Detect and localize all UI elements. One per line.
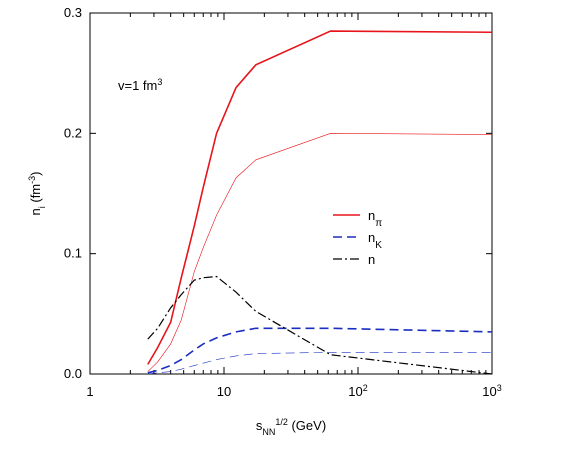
- x-tick-label: 103: [482, 383, 501, 399]
- series-line: [147, 327, 493, 374]
- x-tick-label-base: 10: [482, 384, 496, 399]
- series-line: [147, 30, 493, 365]
- legend-label: nπ: [368, 208, 382, 229]
- legend-name: n: [368, 252, 375, 267]
- legend-name: n: [368, 230, 375, 245]
- x-axis-label-part: 1/2: [275, 417, 288, 427]
- x-tick-label: 1: [86, 384, 93, 399]
- x-tick-label-base: 10: [348, 384, 362, 399]
- x-tick-label-sup: 3: [497, 383, 502, 393]
- legend-label: n: [368, 252, 375, 267]
- annotation: v=1 fm3: [118, 77, 162, 93]
- y-axis-label: ni (fm-3): [27, 172, 47, 216]
- legend-sub: K: [375, 240, 382, 251]
- legend-sub: π: [375, 218, 382, 229]
- y-axis-label-part: n: [28, 208, 43, 215]
- legend-label: nK: [368, 230, 382, 251]
- x-tick-label: 10: [217, 384, 231, 399]
- x-tick-label: 102: [348, 383, 367, 399]
- y-axis-label-part: ): [28, 172, 43, 176]
- y-tick-label: 0.3: [64, 5, 82, 20]
- plot-frame: [89, 12, 493, 375]
- x-axis-label-part: (GeV): [288, 418, 326, 433]
- series-line: [147, 275, 493, 375]
- y-axis-label-part: i: [37, 206, 47, 208]
- y-axis-label-part: -3: [27, 176, 37, 184]
- series-line: [147, 352, 492, 375]
- x-axis-label: sNN1/2 (GeV): [256, 417, 326, 437]
- y-axis-label-part: (fm: [28, 184, 43, 206]
- x-axis-label-part: s: [256, 418, 263, 433]
- legend-name: n: [368, 208, 375, 223]
- x-axis-label-part: NN: [262, 427, 275, 437]
- series-line: [147, 133, 493, 372]
- y-tick-label: 0.2: [64, 125, 82, 140]
- x-tick-label-sup: 2: [363, 383, 368, 393]
- y-tick-label: 0.1: [64, 246, 82, 261]
- annotation-part: v=1 fm: [118, 78, 157, 93]
- y-tick-label: 0.0: [64, 366, 82, 381]
- annotation-part: 3: [157, 77, 162, 87]
